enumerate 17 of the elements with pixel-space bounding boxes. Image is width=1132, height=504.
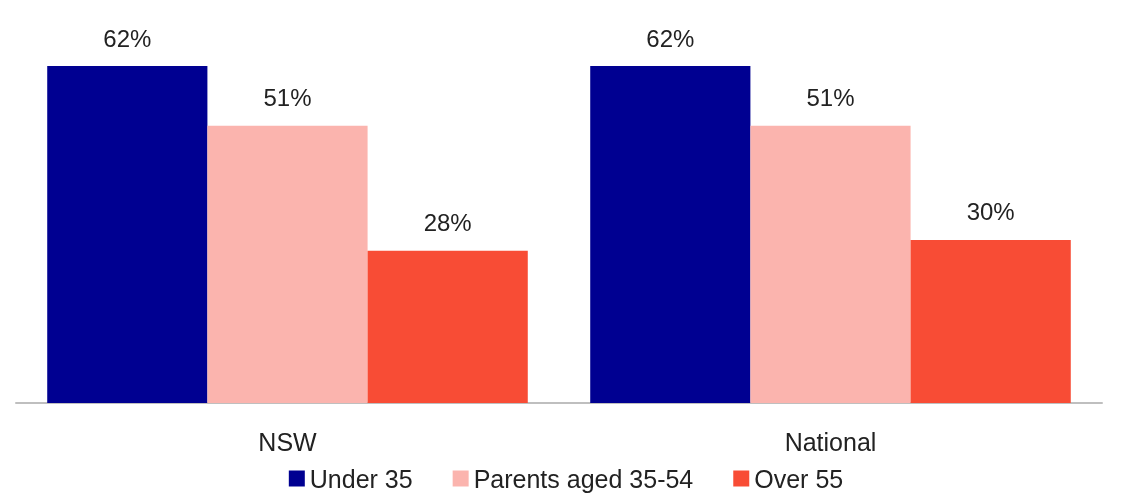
legend-label: Parents aged 35-54 bbox=[473, 464, 694, 493]
bar bbox=[590, 66, 751, 403]
bar bbox=[207, 125, 368, 403]
data-label: 30% bbox=[966, 198, 1015, 226]
bar bbox=[47, 66, 208, 403]
data-label: 62% bbox=[646, 24, 695, 52]
legend-label: Over 55 bbox=[754, 464, 844, 493]
bar bbox=[910, 239, 1071, 403]
data-label: 51% bbox=[806, 84, 855, 112]
data-label: 51% bbox=[263, 84, 312, 112]
bar bbox=[367, 250, 528, 403]
x-tick-label: National bbox=[784, 427, 877, 456]
data-label: 28% bbox=[423, 209, 472, 237]
legend-label: Under 35 bbox=[309, 464, 413, 493]
x-tick-label: NSW bbox=[258, 427, 318, 456]
data-label: 62% bbox=[103, 24, 152, 52]
bar bbox=[750, 125, 911, 403]
